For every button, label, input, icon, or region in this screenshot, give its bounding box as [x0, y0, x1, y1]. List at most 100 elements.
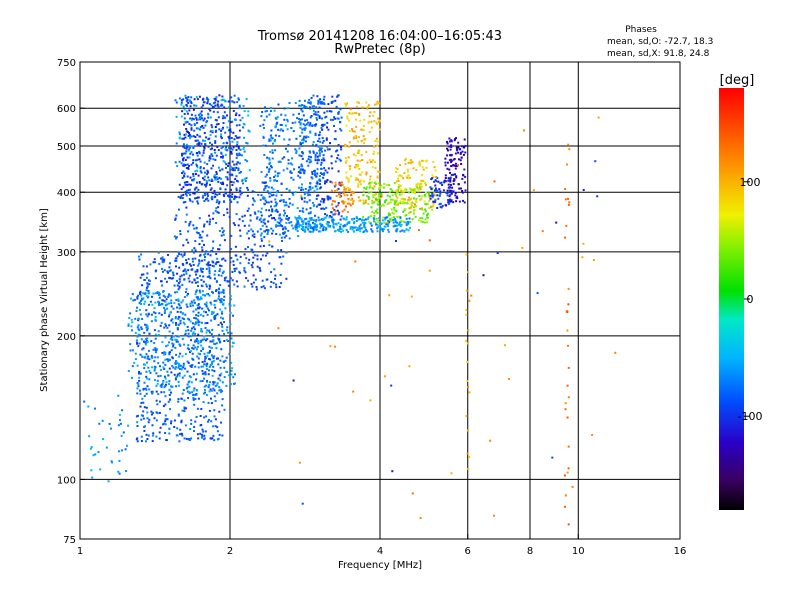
data-point: [260, 286, 263, 289]
data-point: [331, 118, 334, 121]
data-point: [311, 143, 314, 146]
data-point: [324, 213, 327, 216]
data-point: [195, 127, 198, 130]
data-point: [154, 356, 157, 359]
data-point: [444, 177, 447, 179]
data-point: [206, 354, 209, 357]
data-point: [325, 138, 328, 141]
data-point: [323, 218, 326, 221]
data-point: [268, 215, 270, 218]
data-point: [175, 434, 178, 437]
data-point: [407, 229, 410, 232]
data-point: [163, 375, 166, 378]
data-point: [216, 193, 219, 196]
data-point: [231, 271, 234, 273]
data-point: [449, 179, 452, 182]
data-point: [214, 306, 217, 309]
data-point: [331, 220, 334, 223]
data-point: [345, 216, 348, 219]
data-point: [219, 169, 221, 172]
data-point: [412, 210, 415, 213]
data-point: [361, 106, 364, 109]
data-point: [309, 121, 312, 124]
data-point: [200, 171, 203, 174]
data-point: [286, 128, 289, 131]
data-point: [450, 144, 453, 147]
data-point: [450, 153, 453, 156]
data-point: [343, 208, 346, 211]
data-point: [215, 129, 218, 132]
data-point: [355, 229, 358, 232]
data-point: [169, 398, 171, 401]
data-point: [189, 305, 192, 308]
data-point: [352, 230, 355, 233]
data-point: [310, 156, 312, 159]
data-point: [148, 370, 151, 372]
data-point: [337, 222, 340, 225]
data-point: [340, 181, 343, 184]
data-point: [243, 214, 246, 217]
data-point: [192, 398, 195, 401]
data-point: [402, 190, 405, 193]
data-point: [230, 361, 233, 364]
data-point: [190, 264, 193, 267]
data-point: [263, 236, 266, 239]
data-point: [225, 192, 227, 195]
data-point: [229, 383, 232, 386]
data-point: [350, 191, 353, 194]
data-point: [372, 153, 375, 155]
data-point: [277, 224, 280, 227]
data-point: [197, 196, 199, 199]
data-point: [168, 388, 171, 391]
data-point: [263, 182, 266, 184]
data-point: [378, 128, 381, 131]
data-point: [189, 147, 191, 149]
data-point: [202, 104, 205, 107]
data-point: [180, 103, 183, 106]
data-point: [444, 161, 447, 164]
data-point: [448, 145, 451, 148]
data-point: [347, 177, 350, 180]
data-point: [175, 299, 178, 301]
data-point: [215, 347, 218, 350]
data-point: [381, 230, 384, 233]
data-point: [194, 187, 197, 190]
data-point: [215, 154, 218, 157]
data-point: [220, 299, 223, 302]
data-point: [235, 149, 238, 151]
data-point: [279, 256, 282, 259]
data-point: [147, 289, 150, 292]
data-point: [366, 161, 369, 164]
data-point: [140, 328, 143, 330]
data-point: [146, 361, 148, 364]
data-point: [566, 163, 568, 166]
data-point: [233, 163, 236, 166]
data-point: [318, 133, 321, 136]
data-point: [404, 208, 407, 211]
data-point: [186, 261, 188, 264]
data-point: [160, 386, 163, 389]
data-point: [218, 433, 221, 436]
data-point: [345, 229, 348, 232]
data-point: [381, 228, 384, 231]
data-point: [163, 386, 166, 389]
data-point: [183, 343, 186, 346]
data-point: [203, 147, 206, 150]
data-point: [322, 98, 325, 101]
data-point: [219, 341, 221, 344]
data-point: [214, 130, 217, 133]
data-point: [277, 249, 280, 252]
data-point: [140, 253, 143, 256]
data-point: [202, 280, 205, 283]
data-point: [193, 340, 196, 343]
data-point: [214, 140, 217, 143]
data-point: [325, 228, 328, 231]
data-point: [398, 222, 401, 225]
data-point: [398, 174, 401, 177]
data-point: [184, 152, 187, 155]
data-point: [448, 168, 451, 171]
data-point: [313, 113, 316, 116]
data-point: [255, 286, 258, 288]
data-point: [350, 194, 353, 196]
data-point: [177, 317, 180, 320]
